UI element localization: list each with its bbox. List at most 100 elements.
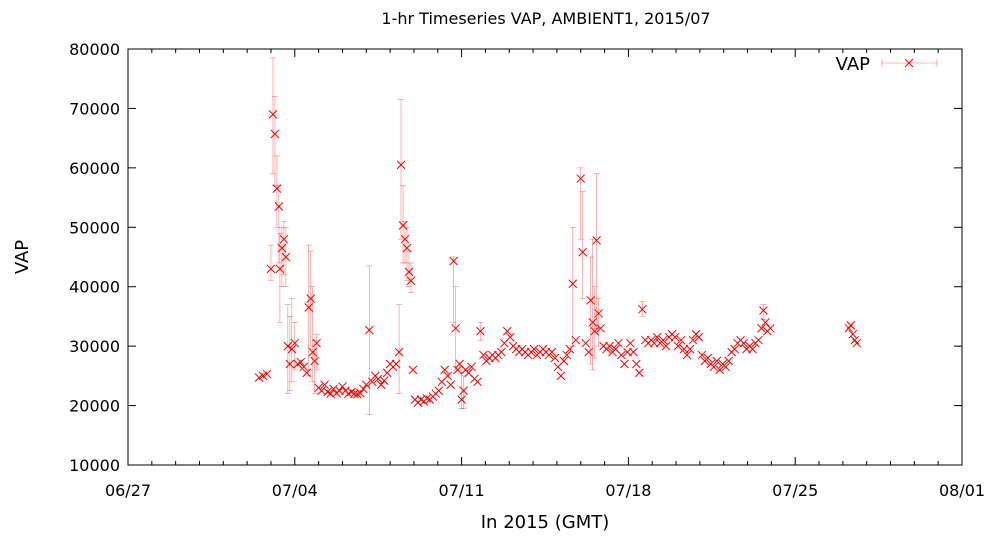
data-point bbox=[670, 332, 680, 342]
data-point bbox=[443, 371, 453, 381]
data-point bbox=[310, 356, 320, 366]
data-point bbox=[406, 276, 416, 286]
data-point bbox=[852, 338, 862, 348]
legend: VAP bbox=[836, 54, 938, 75]
data-point bbox=[712, 356, 722, 366]
data-point bbox=[724, 356, 734, 366]
data-point bbox=[290, 338, 300, 348]
data-point bbox=[434, 386, 444, 396]
data-point bbox=[287, 344, 297, 354]
legend-label-vap: VAP bbox=[836, 54, 870, 75]
data-point bbox=[308, 347, 318, 357]
plot-frame bbox=[127, 48, 963, 466]
data-point bbox=[355, 388, 365, 398]
data-point bbox=[652, 332, 662, 342]
data-point bbox=[757, 323, 766, 333]
data-point bbox=[685, 344, 695, 354]
x-tick-label: 07/18 bbox=[605, 481, 651, 500]
data-point bbox=[730, 344, 739, 354]
data-point bbox=[467, 362, 476, 372]
data-point bbox=[637, 304, 647, 314]
y-axis-label: VAP bbox=[12, 240, 33, 274]
axes: 10000 20000 30000 40000 50000 60000 70000 80000… bbox=[69, 40, 985, 500]
data-point bbox=[571, 335, 581, 345]
data-point bbox=[568, 279, 578, 289]
data-point bbox=[605, 341, 614, 351]
y-tick-label: 70000 bbox=[69, 99, 120, 118]
data-point bbox=[846, 320, 856, 330]
data-point bbox=[279, 234, 289, 244]
data-point bbox=[620, 359, 629, 369]
data-point bbox=[634, 368, 644, 378]
data-point bbox=[416, 395, 426, 404]
data-point bbox=[299, 362, 309, 372]
data-point bbox=[550, 353, 560, 363]
data-point bbox=[759, 306, 768, 315]
data-point bbox=[266, 264, 276, 274]
data-point bbox=[596, 323, 605, 333]
data-point bbox=[473, 377, 482, 387]
data-point bbox=[476, 326, 485, 336]
data-point bbox=[739, 338, 748, 348]
data-point bbox=[272, 184, 282, 194]
data-point bbox=[408, 365, 418, 375]
data-point bbox=[502, 326, 512, 336]
data-point bbox=[396, 160, 406, 170]
data-point bbox=[367, 377, 377, 387]
data-point bbox=[590, 326, 599, 336]
data-point bbox=[306, 294, 316, 303]
data-point bbox=[312, 338, 321, 348]
data-point bbox=[676, 335, 686, 345]
data-point bbox=[379, 376, 389, 385]
data-point bbox=[576, 174, 586, 183]
data-marks bbox=[254, 57, 862, 415]
data-point bbox=[688, 335, 698, 345]
data-point bbox=[268, 110, 278, 119]
data-point bbox=[285, 359, 295, 369]
data-point bbox=[661, 341, 671, 351]
data-point bbox=[559, 356, 569, 366]
data-point bbox=[453, 365, 462, 375]
data-point bbox=[709, 362, 719, 372]
data-point bbox=[274, 202, 284, 211]
data-point bbox=[529, 344, 539, 354]
data-point bbox=[565, 344, 575, 354]
data-point bbox=[270, 129, 280, 139]
data-point bbox=[496, 347, 506, 357]
data-point bbox=[614, 338, 623, 348]
data-point bbox=[459, 386, 468, 396]
data-point bbox=[358, 384, 368, 394]
data-point bbox=[281, 252, 291, 262]
x-tick-label: 07/04 bbox=[272, 481, 318, 500]
data-point bbox=[697, 350, 707, 360]
data-point bbox=[586, 296, 596, 305]
x-axis-label: In 2015 (GMT) bbox=[481, 512, 610, 533]
y-tick-label: 20000 bbox=[69, 397, 120, 416]
data-point bbox=[364, 325, 374, 335]
data-point bbox=[754, 335, 763, 345]
data-point bbox=[562, 350, 572, 360]
data-point bbox=[673, 341, 683, 351]
data-point bbox=[658, 335, 668, 345]
legend-marker bbox=[904, 58, 914, 68]
data-point bbox=[400, 234, 410, 244]
data-point bbox=[584, 347, 594, 357]
y-tick-label: 30000 bbox=[69, 337, 120, 356]
y-tick-label: 50000 bbox=[69, 218, 120, 237]
data-point bbox=[404, 267, 414, 277]
data-point bbox=[373, 374, 383, 384]
data-point bbox=[304, 303, 314, 312]
data-point bbox=[682, 350, 692, 360]
data-point bbox=[761, 318, 770, 327]
data-point bbox=[320, 380, 329, 390]
data-point bbox=[275, 264, 285, 274]
data-point bbox=[626, 338, 635, 348]
data-point bbox=[329, 384, 338, 394]
x-tick-label: 06/27 bbox=[105, 481, 151, 500]
y-tick-label: 40000 bbox=[69, 278, 120, 297]
data-point bbox=[703, 353, 713, 363]
data-point bbox=[422, 394, 432, 403]
data-point bbox=[556, 371, 566, 381]
data-point bbox=[361, 380, 371, 390]
